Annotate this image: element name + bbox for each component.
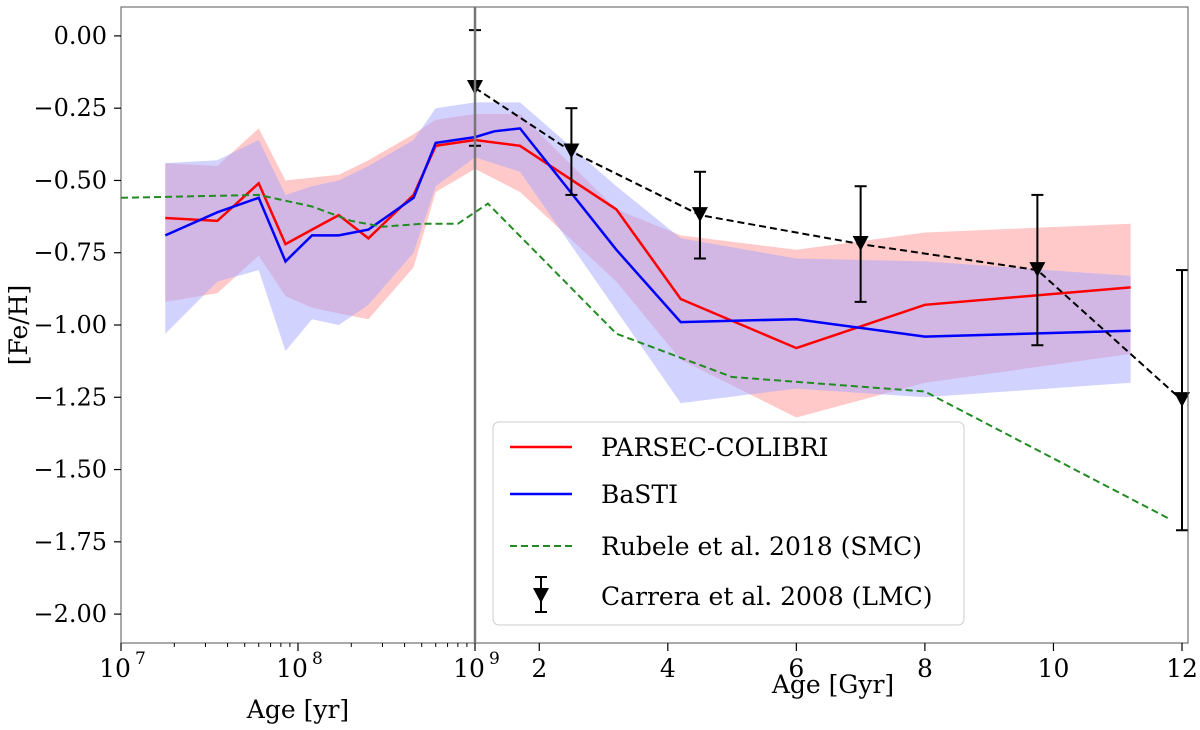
x-tick-label: 2 [531, 654, 547, 683]
y-tick-label: −1.50 [33, 456, 107, 484]
basti-line [164, 127, 1131, 338]
legend-label: BaSTI [601, 480, 678, 509]
carrera-marker [1029, 262, 1046, 278]
y-tick-label: −0.75 [33, 239, 107, 267]
x-tick-exponent: 9 [489, 649, 500, 669]
legend: PARSEC-COLIBRI BaSTI Rubele et al. 2018 (S… [492, 421, 965, 626]
data-lines [120, 87, 1183, 520]
carrera-marker [1174, 392, 1190, 408]
y-tick-label: −0.50 [33, 166, 107, 194]
rubele-line [120, 193, 1170, 520]
carrera-marker [852, 236, 869, 252]
y-tick-label: −1.75 [33, 528, 107, 556]
y-tick-label: 0.00 [54, 22, 107, 50]
x-tick-label: 4 [660, 654, 676, 683]
x-tick-exponent: 7 [135, 649, 146, 669]
legend-box [492, 421, 965, 626]
legend-label: Rubele et al. 2018 (SMC) [601, 532, 922, 561]
x-tick-label: 12 [1166, 654, 1198, 683]
x-axis: 10 7 10 8 10 9 2 4 6 8 10 12 [99, 643, 1198, 683]
x-tick-label: 10 [1038, 654, 1070, 683]
y-axis: 0.00 −0.25 −0.50 −0.75 −1.00 −1.25 −1.50 −1.75 −… [33, 22, 121, 628]
y-tick-label: −0.25 [33, 94, 107, 122]
x-axis-label-left: Age [yr] [246, 695, 349, 724]
carrera-marker [691, 207, 708, 223]
uncertainty-bands [165, 102, 1131, 418]
y-tick-label: −1.00 [33, 311, 107, 339]
x-tick-label: 8 [917, 654, 933, 683]
x-tick-label: 6 [788, 654, 804, 683]
x-tick-label: 10 [276, 654, 308, 683]
legend-marker [533, 588, 549, 603]
legend-label: Carrera et al. 2008 (LMC) [601, 582, 933, 611]
y-axis-label: [Fe/H] [4, 285, 33, 366]
legend-label: PARSEC-COLIBRI [601, 433, 829, 462]
x-tick-label: 10 [99, 654, 131, 683]
x-tick-label: 10 [453, 654, 485, 683]
x-tick-exponent: 8 [312, 649, 323, 669]
carrera-line [474, 87, 1183, 401]
carrera-marker [563, 143, 580, 159]
y-tick-label: −2.00 [33, 600, 107, 628]
x-axis-label-right: Age [Gyr] [771, 670, 894, 699]
y-tick-label: −1.25 [33, 383, 107, 411]
